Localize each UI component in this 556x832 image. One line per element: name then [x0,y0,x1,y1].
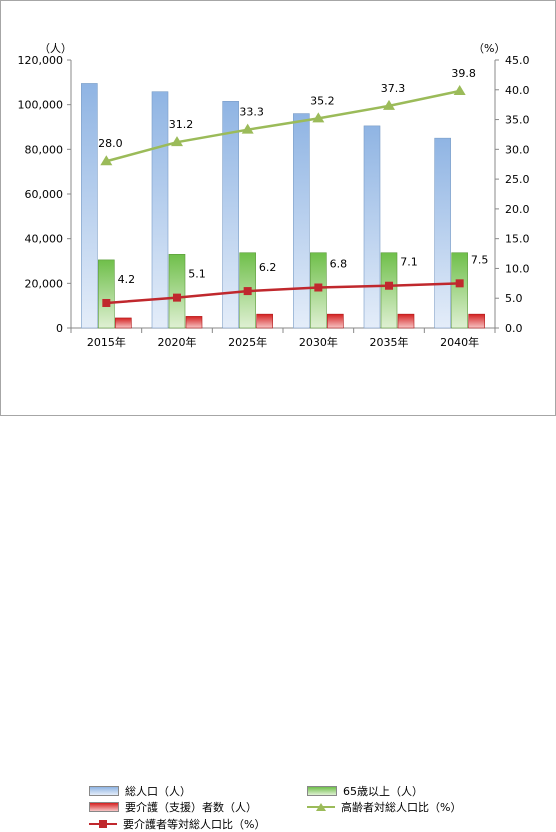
legend-swatch-care-recipients [89,802,119,812]
bar-65plus [380,252,398,329]
bar-total-population [151,91,169,329]
x-axis-tick-label: 2025年 [228,335,267,349]
left-axis-tick-label: 40,000 [25,233,64,246]
legend-item-care-ratio: 要介護者等対総人口比（%） [89,816,265,832]
x-axis-tick-label: 2035年 [370,335,409,349]
marker-elderly-ratio [171,136,183,147]
x-axis-tick-label: 2015年 [87,335,126,349]
right-axis-tick-label: 30.0 [505,143,530,156]
left-axis-tick-label: 80,000 [25,143,64,156]
marker-care-ratio [243,287,252,296]
right-axis-tick-label: 25.0 [505,173,530,186]
data-label-care-ratio: 5.1 [188,268,206,281]
data-label-care-ratio: 6.8 [330,258,348,271]
bar-care-recipients [468,313,485,329]
legend-swatch-elderly-ratio [307,803,335,811]
right-axis-tick-label: 5.0 [505,292,523,305]
legend-item-65plus: 65歳以上（人） [307,783,423,799]
legend-item-total-population: 総人口（人） [89,783,191,799]
right-axis-tick-label: 0.0 [505,322,523,335]
marker-elderly-ratio [383,99,395,110]
bar-care-recipients [256,313,273,329]
left-axis-unit: （人） [39,42,72,55]
right-axis-tick-label: 45.0 [505,54,530,67]
legend-item-care-recipients: 要介護（支援）者数（人） [89,799,257,815]
legend-swatch-care-ratio [89,820,117,828]
bar-total-population [222,101,239,329]
legend-swatch-total-population [89,786,119,796]
right-axis-tick-label: 35.0 [505,114,530,127]
marker-care-ratio [385,281,393,290]
data-label-elderly-ratio: 33.3 [239,106,264,119]
marker-elderly-ratio [453,84,466,95]
right-axis-tick-label: 15.0 [505,233,530,246]
legend-item-elderly-ratio: 高齢者対総人口比（%） [307,799,461,815]
x-axis-tick-label: 2030年 [299,335,338,349]
bar-care-recipients [185,316,203,329]
line-elderly-ratio [106,89,460,163]
right-axis-tick-label: 40.0 [505,84,530,97]
legend-label-elderly-ratio: 高齢者対総人口比（%） [341,801,462,814]
bar-65plus [98,259,115,329]
marker-care-ratio [314,283,323,292]
left-axis-tick-label: 60,000 [25,188,64,201]
chart-svg: （人） （%） 0 20,000 40,000 60,000 80,000 100,000… [18,42,530,349]
data-label-care-ratio: 7.1 [400,256,418,269]
marker-elderly-ratio [100,155,113,166]
bar-65plus [168,254,186,329]
left-axis-tick-label: 0 [56,322,63,335]
data-label-elderly-ratio: 28.0 [98,137,123,150]
data-label-elderly-ratio: 37.3 [381,82,406,95]
legend-label-care-recipients: 要介護（支援）者数（人） [125,801,257,814]
bar-total-population [363,125,381,329]
bar-total-population [81,83,98,329]
legend-label-65plus: 65歳以上（人） [343,785,423,798]
bar-total-population [293,113,310,329]
bar-care-recipients [397,313,415,329]
data-label-care-ratio: 4.2 [118,273,136,286]
x-axis-tick-label: 2020年 [158,335,197,349]
data-label-care-ratio: 7.5 [471,253,489,266]
bar-care-recipients [327,313,344,329]
legend-swatch-65plus [307,786,337,796]
legend-label-total-population: 総人口（人） [125,785,191,798]
data-label-elderly-ratio: 35.2 [310,94,335,107]
legend-label-care-ratio: 要介護者等対総人口比（%） [123,818,266,831]
line-care-ratio [106,282,460,305]
left-axis-tick-label: 20,000 [25,277,64,290]
right-axis-tick-label: 10.0 [505,262,530,275]
marker-elderly-ratio [312,112,325,123]
x-axis-tick-label: 2040年 [440,335,479,349]
data-label-elderly-ratio: 31.2 [169,118,194,131]
left-axis-tick-label: 100,000 [18,99,64,112]
bar-care-recipients [115,317,132,329]
marker-care-ratio [102,298,111,307]
right-axis-tick-label: 20.0 [505,203,530,216]
right-axis-unit: （%） [473,42,505,55]
bar-total-population [434,137,451,329]
data-label-care-ratio: 6.2 [259,261,277,274]
bar-65plus [451,252,468,329]
marker-elderly-ratio [241,123,254,134]
marker-care-ratio [173,293,181,302]
left-axis-tick-label: 120,000 [18,54,64,67]
data-label-elderly-ratio: 39.8 [451,67,476,80]
marker-care-ratio [455,279,464,288]
